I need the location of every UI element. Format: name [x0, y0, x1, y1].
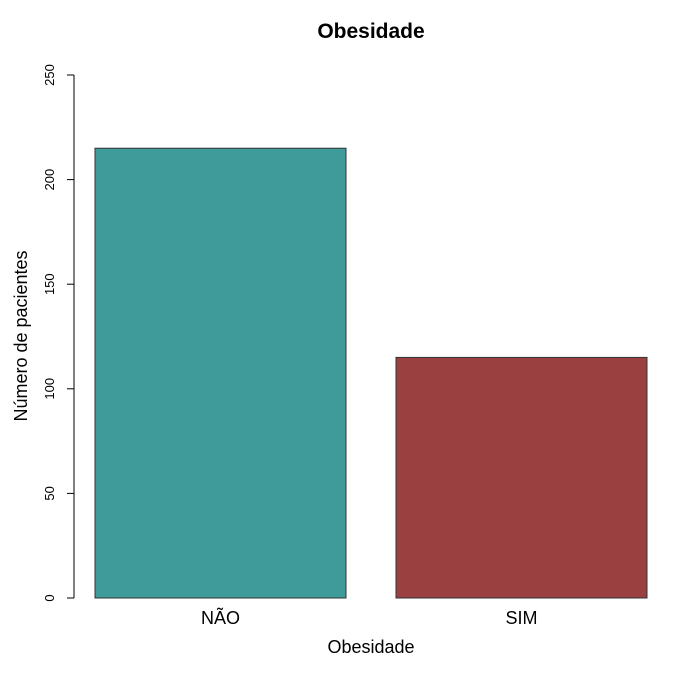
chart-title: Obesidade [317, 20, 424, 43]
bars [94, 147, 648, 599]
y-tick-label: 50 [42, 486, 57, 500]
bar-sim [395, 356, 648, 599]
bar-não [94, 147, 347, 599]
y-tick-label: 100 [42, 378, 57, 400]
y-tick-label: 0 [42, 594, 57, 601]
x-tick-label: NÃO [201, 607, 240, 628]
x-axis-labels: NÃO SIM [201, 607, 538, 628]
y-axis-label: Número de pacientes [11, 250, 31, 421]
y-axis: 0 50 100 150 200 250 [42, 64, 75, 602]
y-tick-label: 200 [42, 169, 57, 191]
x-tick-label: SIM [505, 608, 537, 628]
y-tick-label: 150 [42, 273, 57, 295]
x-axis-label: Obesidade [327, 637, 414, 657]
y-tick-label: 250 [42, 64, 57, 86]
